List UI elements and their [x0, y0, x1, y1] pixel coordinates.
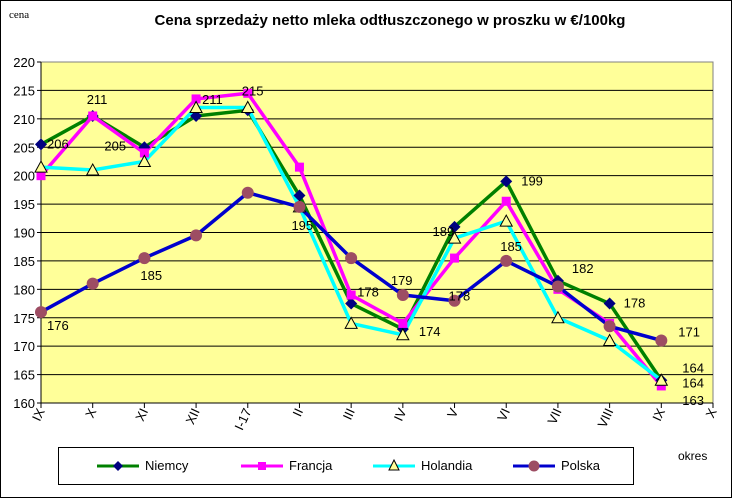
- data-point-polska: [448, 294, 461, 307]
- data-point-holandia: [240, 100, 255, 113]
- data-point-holandia: [551, 310, 565, 324]
- y-tick-label: 175: [13, 311, 35, 326]
- data-point-polska: [86, 277, 99, 290]
- data-label: 195: [291, 218, 313, 233]
- y-tick-label: 170: [13, 339, 35, 354]
- x-tick-label: XI: [132, 406, 151, 423]
- data-point-holandia: [499, 214, 514, 227]
- y-tick-label: 160: [13, 396, 35, 411]
- data-point-niemcy: [293, 189, 306, 202]
- data-point-francja: [346, 290, 356, 300]
- data-point-polska: [293, 200, 306, 213]
- legend-label-polska: Polska: [561, 458, 601, 473]
- data-point-holandia: [396, 327, 410, 341]
- data-point-francja: [191, 94, 201, 104]
- data-point-holandia: [137, 154, 152, 167]
- data-point-francja: [398, 318, 408, 328]
- data-label: 185: [140, 268, 162, 283]
- data-label: 211: [87, 92, 108, 107]
- data-label: 189: [433, 224, 455, 239]
- y-tick-label: 190: [13, 226, 35, 241]
- data-label: 163: [682, 393, 704, 408]
- data-point-francja: [243, 88, 253, 98]
- data-point-francja: [36, 171, 46, 181]
- y-tick-label: 210: [13, 112, 35, 127]
- data-point-polska: [345, 252, 358, 265]
- data-point-niemcy: [603, 297, 616, 310]
- x-tick-label: I-17: [231, 406, 254, 433]
- data-label: 182: [572, 261, 594, 276]
- legend-label-francja: Francja: [289, 458, 333, 473]
- y-axis-title: cena: [9, 9, 30, 21]
- data-point-francja: [139, 148, 149, 158]
- data-point-holandia: [602, 333, 617, 346]
- data-point-niemcy: [190, 109, 203, 122]
- chart-title: Cena sprzedaży netto mleka odtłuszczoneg…: [154, 12, 626, 29]
- x-tick-label: IV: [391, 406, 410, 424]
- x-axis-title: okres: [678, 449, 708, 463]
- data-point-polska: [603, 320, 616, 333]
- data-point-polska: [500, 254, 513, 267]
- data-label: 176: [47, 318, 69, 333]
- data-label: 178: [357, 285, 379, 300]
- data-label: 185: [500, 239, 522, 254]
- data-label: 178: [624, 296, 646, 311]
- legend-label-holandia: Holandia: [421, 458, 473, 473]
- data-label: 211: [202, 92, 223, 107]
- data-label: 205: [104, 138, 126, 153]
- data-label: 206: [47, 136, 69, 151]
- data-point-francja: [450, 253, 460, 263]
- x-tick-label: X: [702, 406, 719, 420]
- data-point-holandia: [654, 373, 669, 386]
- data-point-polska: [190, 229, 203, 242]
- data-point-niemcy: [345, 297, 358, 310]
- data-point-francja: [88, 111, 98, 121]
- x-tick-label: X: [82, 406, 99, 420]
- data-point-polska: [396, 289, 409, 302]
- y-tick-label: 180: [13, 282, 35, 297]
- x-tick-label: II: [290, 406, 307, 419]
- x-tick-label: V: [444, 406, 461, 420]
- data-point-holandia: [85, 162, 100, 176]
- data-label: 171: [678, 324, 700, 339]
- data-point-holandia: [447, 231, 462, 244]
- data-point-niemcy: [35, 138, 47, 151]
- x-tick-label: XII: [182, 406, 202, 427]
- x-tick-label: VIII: [594, 406, 616, 430]
- y-tick-label: 220: [13, 55, 35, 70]
- y-tick-label: 200: [13, 169, 35, 184]
- data-point-polska: [138, 252, 151, 265]
- data-label: 178: [449, 289, 471, 304]
- data-point-polska: [35, 306, 47, 319]
- x-tick-label: VII: [544, 406, 564, 427]
- data-label: 215: [242, 83, 264, 98]
- data-point-holandia: [189, 100, 203, 113]
- data-point-niemcy: [448, 220, 461, 233]
- y-tick-label: 205: [13, 140, 35, 155]
- data-label: 164: [682, 360, 704, 375]
- x-tick-label: III: [340, 406, 358, 422]
- x-tick-label: VI: [494, 406, 513, 423]
- data-point-holandia: [344, 316, 358, 329]
- data-point-holandia: [34, 160, 48, 173]
- data-point-polska: [241, 186, 254, 199]
- y-tick-label: 185: [13, 254, 35, 269]
- data-point-francja: [294, 162, 304, 172]
- data-label: 199: [521, 173, 543, 188]
- legend: Niemcy Francja Holandia Polska: [58, 447, 634, 485]
- data-point-francja: [501, 196, 511, 206]
- data-label: 179: [391, 273, 413, 288]
- data-point-polska: [551, 280, 564, 293]
- data-label: 164: [682, 375, 704, 390]
- x-tick-label: IX: [649, 406, 668, 424]
- data-label: 174: [419, 324, 441, 339]
- data-point-niemcy: [500, 175, 513, 188]
- y-tick-label: 165: [13, 368, 35, 383]
- data-point-polska: [655, 334, 668, 347]
- y-tick-label: 195: [13, 197, 35, 212]
- data-point-francja: [656, 381, 666, 391]
- y-tick-label: 215: [13, 83, 35, 98]
- legend-label-niemcy: Niemcy: [145, 458, 189, 473]
